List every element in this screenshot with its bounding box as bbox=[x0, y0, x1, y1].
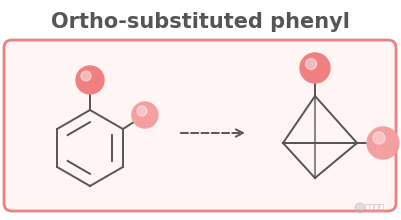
Circle shape bbox=[373, 132, 385, 144]
Circle shape bbox=[300, 53, 330, 83]
Circle shape bbox=[306, 59, 316, 70]
Text: 砌块化学: 砌块化学 bbox=[365, 204, 385, 213]
Circle shape bbox=[132, 102, 158, 128]
Circle shape bbox=[81, 71, 91, 81]
Text: Ortho-substituted phenyl: Ortho-substituted phenyl bbox=[51, 12, 349, 32]
Circle shape bbox=[367, 127, 399, 159]
FancyBboxPatch shape bbox=[4, 40, 396, 211]
Circle shape bbox=[76, 66, 104, 94]
Circle shape bbox=[137, 106, 147, 116]
Circle shape bbox=[355, 203, 365, 213]
